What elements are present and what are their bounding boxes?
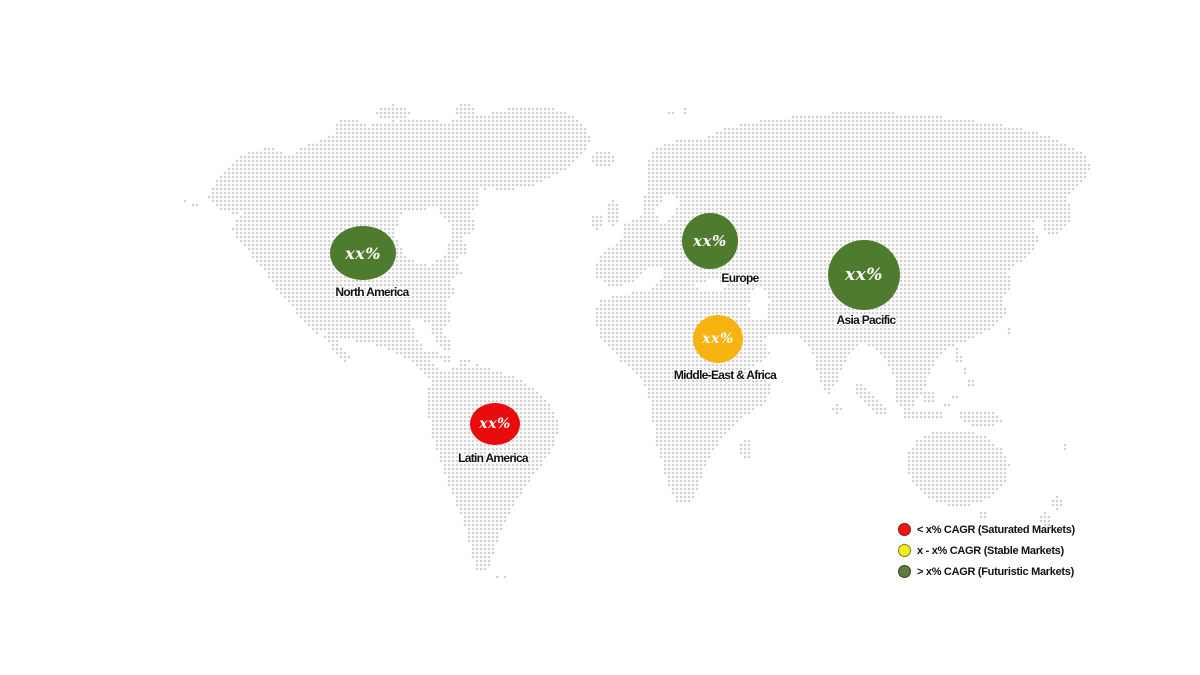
legend-item-futuristic: > x% CAGR (Futuristic Markets) <box>898 561 1075 582</box>
legend-dot-icon-saturated <box>898 523 911 536</box>
region-label-asia-pacific: Asia Pacific <box>836 313 897 327</box>
legend-label-stable: x - x% CAGR (Stable Markets) <box>917 544 1064 557</box>
legend-item-saturated: < x% CAGR (Saturated Markets) <box>898 519 1075 540</box>
legend-label-futuristic: > x% CAGR (Futuristic Markets) <box>917 565 1074 578</box>
region-value: xx% <box>702 331 734 347</box>
region-label-middle-east-africa: Middle-East & Africa <box>673 368 777 382</box>
region-value: xx% <box>479 416 511 432</box>
legend-label-saturated: < x% CAGR (Saturated Markets) <box>917 523 1075 536</box>
region-bubble-europe: xx% <box>682 213 738 269</box>
region-value: xx% <box>845 265 883 285</box>
legend-dot-icon-stable <box>898 544 911 557</box>
legend-item-stable: x - x% CAGR (Stable Markets) <box>898 540 1075 561</box>
region-bubble-middle-east-africa: xx% <box>693 315 743 363</box>
legend-dot-icon-futuristic <box>898 565 911 578</box>
region-label-europe: Europe <box>721 271 759 285</box>
region-bubble-latin-america: xx% <box>470 403 520 445</box>
region-bubble-north-america: xx% <box>330 226 396 280</box>
region-bubble-asia-pacific: xx% <box>828 240 900 310</box>
cagr-legend: < x% CAGR (Saturated Markets) x - x% CAGR… <box>898 519 1075 582</box>
region-label-north-america: North America <box>335 285 409 299</box>
region-label-latin-america: Latin America <box>458 451 529 465</box>
region-value: xx% <box>693 232 727 250</box>
region-value: xx% <box>345 243 381 263</box>
